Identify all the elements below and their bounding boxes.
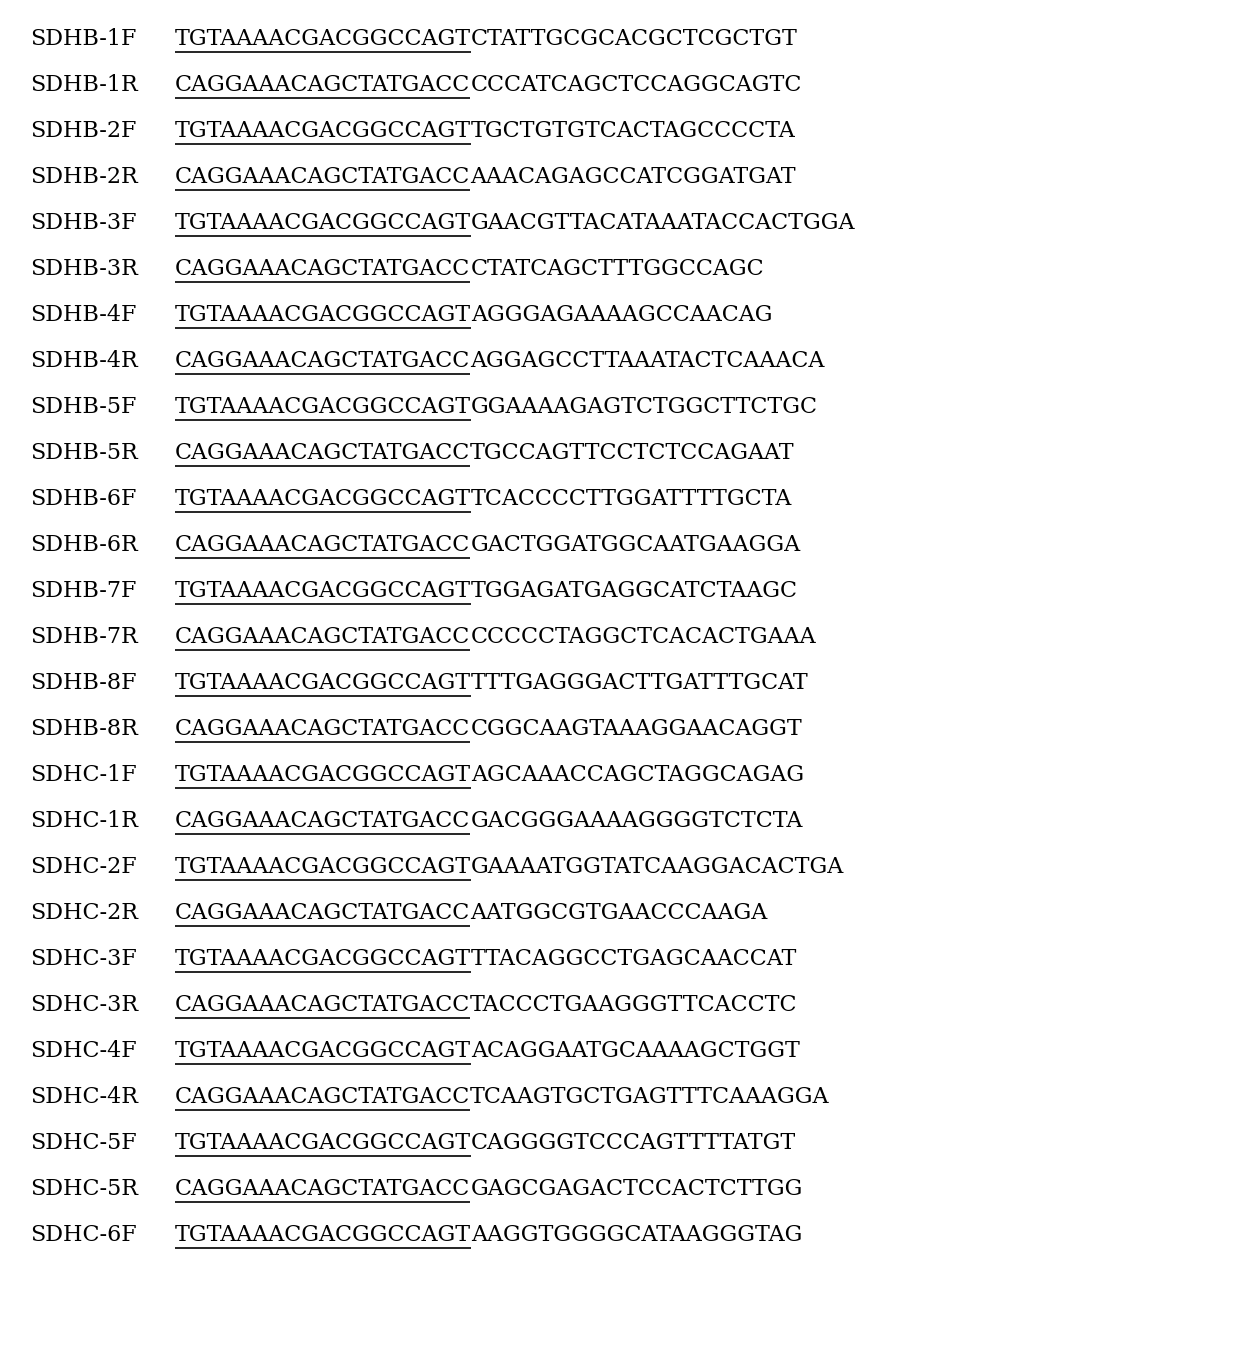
Text: TGTAAAACGACGGCCAGT: TGTAAAACGACGGCCAGT — [175, 211, 471, 235]
Text: GAGCGAGACTCCACTCTTGG: GAGCGAGACTCCACTCTTGG — [470, 1178, 802, 1200]
Text: GACGGGAAAAGGGGTCTCTA: GACGGGAAAAGGGGTCTCTA — [470, 810, 802, 832]
Text: CAGGAAACAGCTATGACC: CAGGAAACAGCTATGACC — [175, 166, 470, 188]
Text: TGTAAAACGACGGCCAGT: TGTAAAACGACGGCCAGT — [175, 29, 471, 50]
Text: TACCCTGAAGGGTTCACCTC: TACCCTGAAGGGTTCACCTC — [470, 994, 797, 1016]
Text: SDHB-2R: SDHB-2R — [30, 166, 138, 188]
Text: SDHB-3F: SDHB-3F — [30, 211, 136, 235]
Text: TGCCAGTTCCTCTCCAGAAT: TGCCAGTTCCTCTCCAGAAT — [470, 442, 795, 464]
Text: AAGGTGGGGCATAAGGGTAG: AAGGTGGGGCATAAGGGTAG — [471, 1224, 802, 1245]
Text: TGTAAAACGACGGCCAGT: TGTAAAACGACGGCCAGT — [175, 304, 471, 326]
Text: TTACAGGCCTGAGCAACCAT: TTACAGGCCTGAGCAACCAT — [471, 948, 797, 970]
Text: AGGGAGAAAAGCCAACAG: AGGGAGAAAAGCCAACAG — [471, 304, 773, 326]
Text: TCACCCCTTGGATTTTGCTA: TCACCCCTTGGATTTTGCTA — [471, 488, 792, 510]
Text: TGTAAAACGACGGCCAGT: TGTAAAACGACGGCCAGT — [175, 857, 471, 878]
Text: SDHB-6F: SDHB-6F — [30, 488, 136, 510]
Text: CAGGAAACAGCTATGACC: CAGGAAACAGCTATGACC — [175, 902, 470, 923]
Text: SDHB-7F: SDHB-7F — [30, 580, 136, 602]
Text: SDHC-2R: SDHC-2R — [30, 902, 138, 923]
Text: TGTAAAACGACGGCCAGT: TGTAAAACGACGGCCAGT — [175, 580, 471, 602]
Text: TGTAAAACGACGGCCAGT: TGTAAAACGACGGCCAGT — [175, 1132, 471, 1154]
Text: SDHB-7R: SDHB-7R — [30, 626, 138, 648]
Text: TGTAAAACGACGGCCAGT: TGTAAAACGACGGCCAGT — [175, 672, 471, 694]
Text: GGAAAAGAGTCTGGCTTCTGC: GGAAAAGAGTCTGGCTTCTGC — [471, 396, 818, 417]
Text: TGTAAAACGACGGCCAGT: TGTAAAACGACGGCCAGT — [175, 1224, 471, 1245]
Text: SDHC-2F: SDHC-2F — [30, 857, 136, 878]
Text: TGCTGTGTCACTAGCCCCTA: TGCTGTGTCACTAGCCCCTA — [471, 120, 796, 142]
Text: CAGGAAACAGCTATGACC: CAGGAAACAGCTATGACC — [175, 258, 470, 280]
Text: CAGGAAACAGCTATGACC: CAGGAAACAGCTATGACC — [175, 351, 470, 372]
Text: AAACAGAGCCATCGGATGAT: AAACAGAGCCATCGGATGAT — [470, 166, 796, 188]
Text: GAAAATGGTATCAAGGACACTGA: GAAAATGGTATCAAGGACACTGA — [471, 857, 844, 878]
Text: CAGGGGTCCCAGTTTTATGT: CAGGGGTCCCAGTTTTATGT — [471, 1132, 796, 1154]
Text: SDHC-5F: SDHC-5F — [30, 1132, 136, 1154]
Text: CAGGAAACAGCTATGACC: CAGGAAACAGCTATGACC — [175, 533, 470, 557]
Text: AGCAAACCAGCTAGGCAGAG: AGCAAACCAGCTAGGCAGAG — [471, 764, 805, 786]
Text: AGGAGCCTTAAATACTCAAACA: AGGAGCCTTAAATACTCAAACA — [470, 351, 825, 372]
Text: CTATTGCGCACGCTCGCTGT: CTATTGCGCACGCTCGCTGT — [471, 29, 799, 50]
Text: CCCCCTAGGCTCACACTGAAA: CCCCCTAGGCTCACACTGAAA — [470, 626, 816, 648]
Text: SDHC-3F: SDHC-3F — [30, 948, 136, 970]
Text: CGGCAAGTAAAGGAACAGGT: CGGCAAGTAAAGGAACAGGT — [470, 717, 802, 741]
Text: SDHB-3R: SDHB-3R — [30, 258, 138, 280]
Text: TCAAGTGCTGAGTTTCAAAGGA: TCAAGTGCTGAGTTTCAAAGGA — [470, 1086, 830, 1108]
Text: TGTAAAACGACGGCCAGT: TGTAAAACGACGGCCAGT — [175, 120, 471, 142]
Text: SDHB-8F: SDHB-8F — [30, 672, 136, 694]
Text: CAGGAAACAGCTATGACC: CAGGAAACAGCTATGACC — [175, 994, 470, 1016]
Text: TGTAAAACGACGGCCAGT: TGTAAAACGACGGCCAGT — [175, 488, 471, 510]
Text: AATGGCGTGAACCCAAGA: AATGGCGTGAACCCAAGA — [470, 902, 768, 923]
Text: SDHC-3R: SDHC-3R — [30, 994, 138, 1016]
Text: CAGGAAACAGCTATGACC: CAGGAAACAGCTATGACC — [175, 74, 470, 95]
Text: CAGGAAACAGCTATGACC: CAGGAAACAGCTATGACC — [175, 810, 470, 832]
Text: SDHB-4R: SDHB-4R — [30, 351, 138, 372]
Text: CAGGAAACAGCTATGACC: CAGGAAACAGCTATGACC — [175, 717, 470, 741]
Text: ACAGGAATGCAAAAGCTGGT: ACAGGAATGCAAAAGCTGGT — [471, 1039, 800, 1063]
Text: SDHB-8R: SDHB-8R — [30, 717, 138, 741]
Text: SDHC-1F: SDHC-1F — [30, 764, 136, 786]
Text: TGTAAAACGACGGCCAGT: TGTAAAACGACGGCCAGT — [175, 1039, 471, 1063]
Text: TGTAAAACGACGGCCAGT: TGTAAAACGACGGCCAGT — [175, 948, 471, 970]
Text: SDHC-6F: SDHC-6F — [30, 1224, 136, 1245]
Text: TTTGAGGGACTTGATTTGCAT: TTTGAGGGACTTGATTTGCAT — [471, 672, 808, 694]
Text: CCCATCAGCTCCAGGCAGTC: CCCATCAGCTCCAGGCAGTC — [470, 74, 801, 95]
Text: GAACGTTACATAAATACCACTGGA: GAACGTTACATAAATACCACTGGA — [471, 211, 856, 235]
Text: SDHC-4F: SDHC-4F — [30, 1039, 136, 1063]
Text: SDHC-4R: SDHC-4R — [30, 1086, 138, 1108]
Text: SDHB-1F: SDHB-1F — [30, 29, 136, 50]
Text: CAGGAAACAGCTATGACC: CAGGAAACAGCTATGACC — [175, 1086, 470, 1108]
Text: SDHB-4F: SDHB-4F — [30, 304, 136, 326]
Text: CAGGAAACAGCTATGACC: CAGGAAACAGCTATGACC — [175, 626, 470, 648]
Text: CAGGAAACAGCTATGACC: CAGGAAACAGCTATGACC — [175, 1178, 470, 1200]
Text: TGTAAAACGACGGCCAGT: TGTAAAACGACGGCCAGT — [175, 396, 471, 417]
Text: SDHB-5F: SDHB-5F — [30, 396, 136, 417]
Text: GACTGGATGGCAATGAAGGA: GACTGGATGGCAATGAAGGA — [470, 533, 800, 557]
Text: SDHC-5R: SDHC-5R — [30, 1178, 138, 1200]
Text: TGTAAAACGACGGCCAGT: TGTAAAACGACGGCCAGT — [175, 764, 471, 786]
Text: CAGGAAACAGCTATGACC: CAGGAAACAGCTATGACC — [175, 442, 470, 464]
Text: SDHB-6R: SDHB-6R — [30, 533, 138, 557]
Text: SDHC-1R: SDHC-1R — [30, 810, 138, 832]
Text: SDHB-5R: SDHB-5R — [30, 442, 138, 464]
Text: SDHB-1R: SDHB-1R — [30, 74, 138, 95]
Text: TGGAGATGAGGCATCTAAGC: TGGAGATGAGGCATCTAAGC — [471, 580, 799, 602]
Text: SDHB-2F: SDHB-2F — [30, 120, 136, 142]
Text: CTATCAGCTTTGGCCAGC: CTATCAGCTTTGGCCAGC — [470, 258, 764, 280]
